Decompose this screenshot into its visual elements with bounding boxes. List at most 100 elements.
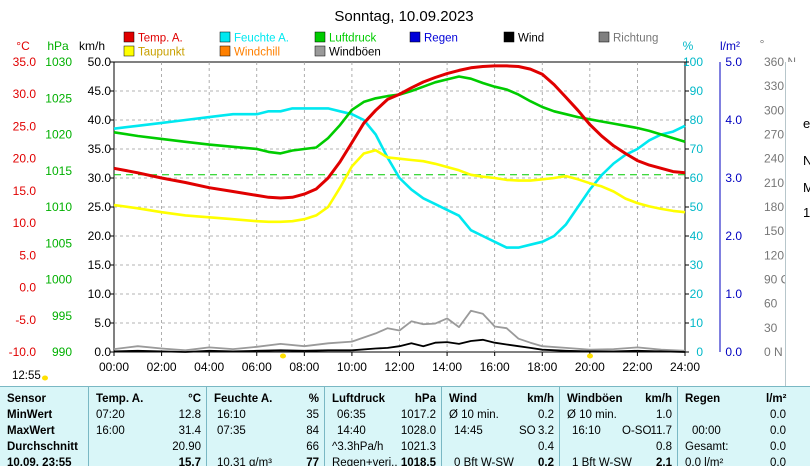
avg-value: 0.0 xyxy=(770,441,786,453)
x-tick-label: 22:00 xyxy=(622,360,652,374)
current-time: 12:55 xyxy=(12,370,41,382)
kmh-tick-label: 30.0 xyxy=(88,171,112,185)
pct-tick-label: 30 xyxy=(690,258,704,272)
max-time: 16:00 xyxy=(96,425,125,437)
max-direction: SO xyxy=(519,425,536,437)
avg-label: Gesamt: xyxy=(685,441,729,453)
pct-tick-label: 40 xyxy=(690,229,704,243)
hpa-tick-label: 1000 xyxy=(45,273,72,287)
series-line-feuchte-a- xyxy=(113,107,686,249)
grid-lines xyxy=(114,62,685,352)
legend-label: Windchill xyxy=(234,47,280,59)
min-value: 0.2 xyxy=(538,409,554,421)
legend-swatch xyxy=(123,31,135,43)
pct-tick-label: 20 xyxy=(690,287,704,301)
current-value: 0.0 xyxy=(770,457,786,466)
chart-title: Sonntag, 10.09.2023 xyxy=(334,8,473,25)
kmh-tick-label: 45.0 xyxy=(88,84,112,98)
kmh-tick-label: 15.0 xyxy=(88,258,112,272)
current-extra: 0 Bft W-SW xyxy=(454,457,514,466)
x-tick-label: 06:00 xyxy=(242,360,272,374)
x-tick-label: 14:00 xyxy=(432,360,462,374)
temp-tick-label: 20.0 xyxy=(13,152,37,166)
col-unit: l/m² xyxy=(766,393,787,405)
kmh-tick-label: 5.0 xyxy=(94,316,111,330)
stats-panel: Sensor MinWert MaxWert Durchschnitt 10.0… xyxy=(0,386,810,466)
temp-tick-label: 10.0 xyxy=(13,216,37,230)
temp-tick-label: 0.0 xyxy=(19,281,36,295)
legend-label: Wind xyxy=(518,33,544,45)
stats-col-gust: Windböen km/h Ø 10 min. 1.0 16:10 O-SO 1… xyxy=(559,387,678,466)
kmh-tick-label: 35.0 xyxy=(88,142,112,156)
min-label: Ø 10 min. xyxy=(567,409,617,421)
row-label: Durchschnitt xyxy=(7,441,78,453)
x-tick-label: 10:00 xyxy=(337,360,367,374)
pct-tick-label: 100 xyxy=(683,55,703,69)
kmh-tick-label: 40.0 xyxy=(88,113,112,127)
legend-label: Windböen xyxy=(329,47,381,59)
max-value: 1028.0 xyxy=(400,425,436,437)
hpa-tick-label: 1010 xyxy=(45,200,72,214)
temp-tick-label: 30.0 xyxy=(13,87,37,101)
dir-tick-label: 60 xyxy=(764,297,778,311)
marker-dot xyxy=(42,375,48,381)
temp-tick-label: -5.0 xyxy=(15,313,36,327)
col-unit: km/h xyxy=(645,393,672,405)
legend-swatch xyxy=(503,31,515,43)
x-tick-label: 04:00 xyxy=(194,360,224,374)
marker-dot xyxy=(587,353,593,359)
pct-tick-label: 0 xyxy=(696,345,703,359)
series-line-wind xyxy=(113,338,686,353)
hpa-tick-label: 1020 xyxy=(45,128,72,142)
x-tick-label: 12:00 xyxy=(384,360,414,374)
max-value: 3.2 xyxy=(538,425,554,437)
col-unit: % xyxy=(308,393,319,405)
dir-tick-label: 90 O xyxy=(764,273,790,287)
pct-tick-label: 60 xyxy=(690,171,704,185)
dir-tick-label: 210 xyxy=(764,176,784,190)
rain-tick-label: 2.0 xyxy=(725,229,742,243)
avg-value: 20.90 xyxy=(172,441,201,453)
temp-tick-label: -10.0 xyxy=(9,345,37,359)
rain-tick-label: 3.0 xyxy=(725,171,742,185)
pct-axis-unit: % xyxy=(683,39,694,53)
dir-tick-label: 0 N xyxy=(764,345,783,359)
legend-label: Feuchte A. xyxy=(234,33,289,45)
avg-value: 0.8 xyxy=(656,441,672,453)
dir-tick-label: 240 xyxy=(764,152,784,166)
max-time: 07:35 xyxy=(217,425,246,437)
stats-col-wind: Wind km/h Ø 10 min. 0.2 14:45 SO 3.2 0.4… xyxy=(441,387,560,466)
avg-value: 66 xyxy=(306,441,319,453)
current-extra: 0.0 l/m² xyxy=(685,457,724,466)
pct-tick-label: 50 xyxy=(690,200,704,214)
hpa-tick-label: 1015 xyxy=(45,164,72,178)
legend-label: Luftdruck xyxy=(329,33,377,45)
max-value: 0.0 xyxy=(770,425,786,437)
legend-label: Temp. A. xyxy=(138,33,183,45)
rain-tick-label: 5.0 xyxy=(725,55,742,69)
temp-tick-label: 25.0 xyxy=(13,119,37,133)
edge-text: M xyxy=(803,180,810,195)
pct-tick-label: 70 xyxy=(690,142,704,156)
dir-tick-label: 120 xyxy=(764,248,784,262)
dir-tick-label: 150 xyxy=(764,224,784,238)
legend-swatch xyxy=(409,31,421,43)
data-series xyxy=(113,64,686,353)
min-time: 16:10 xyxy=(217,409,246,421)
weather-chart: Sonntag, 10.09.2023 °C hPa km/h % l/m² °… xyxy=(9,8,799,381)
series-line-windb-en xyxy=(113,309,686,352)
dir-tick-label: 30 xyxy=(764,321,778,335)
legend-label: Regen xyxy=(424,33,458,45)
stats-col-humidity: Feuchte A. % 16:10 35 07:35 84 66 10.31 … xyxy=(206,387,325,466)
hpa-tick-label: 1025 xyxy=(45,91,72,105)
dir-tick-label: 330 xyxy=(764,79,784,93)
max-direction: O-SO xyxy=(622,425,652,437)
hpa-tick-label: 1005 xyxy=(45,236,72,250)
hpa-tick-label: 1030 xyxy=(45,55,72,69)
legend-label: Taupunkt xyxy=(138,47,185,59)
legend-swatch xyxy=(598,31,610,43)
stats-col-temp: Temp. A. °C 07:20 12.8 16:00 31.4 20.90 … xyxy=(88,387,207,466)
x-tick-label: 02:00 xyxy=(147,360,177,374)
dir-tick-label: 300 xyxy=(764,103,784,117)
row-label: 10.09. 23:55 xyxy=(7,457,72,466)
